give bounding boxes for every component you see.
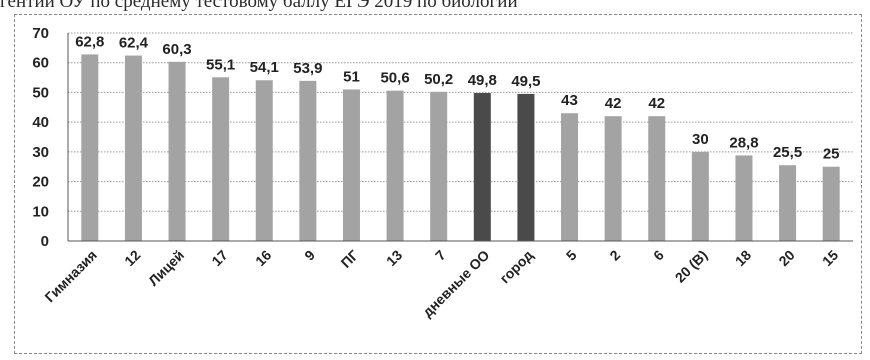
y-tick-label: 0: [41, 233, 49, 250]
data-label: 25,5: [773, 144, 802, 161]
bar[interactable]: [605, 116, 622, 241]
bar[interactable]: [735, 155, 752, 241]
data-label: 55,1: [206, 56, 235, 73]
x-tick-label: 5: [563, 247, 580, 264]
bar[interactable]: [474, 93, 491, 241]
bar[interactable]: [648, 116, 665, 241]
data-label: 50,2: [424, 71, 453, 88]
y-tick-label: 60: [32, 55, 49, 72]
x-tick-label: 20: [775, 247, 797, 269]
data-label: 62,8: [75, 33, 104, 50]
x-tick-label: 6: [650, 247, 667, 264]
bar[interactable]: [430, 92, 447, 241]
bar[interactable]: [212, 77, 229, 241]
x-tick-label: 9: [301, 247, 318, 264]
data-label: 54,1: [250, 59, 279, 76]
data-label: 62,4: [119, 35, 149, 52]
bar[interactable]: [779, 165, 796, 241]
x-tick-label: 17: [208, 247, 230, 269]
bar[interactable]: [561, 113, 578, 241]
y-tick-label: 70: [32, 25, 49, 42]
data-label: 49,5: [511, 73, 540, 90]
bar[interactable]: [125, 56, 142, 241]
x-tick-label: 2: [606, 247, 623, 264]
bar[interactable]: [299, 81, 316, 241]
x-tick-label: 13: [383, 247, 405, 269]
data-label: 49,8: [468, 72, 497, 89]
data-label: 43: [561, 92, 578, 109]
x-tick-label: 16: [252, 247, 274, 269]
data-label: 42: [605, 95, 622, 112]
y-tick-label: 10: [32, 203, 49, 220]
data-label: 60,3: [162, 41, 191, 58]
y-tick-label: 40: [32, 114, 49, 131]
data-label: 42: [648, 95, 665, 112]
bar[interactable]: [256, 80, 273, 241]
x-tick-label: 18: [732, 247, 754, 269]
y-tick-label: 20: [32, 174, 49, 191]
data-label: 30: [692, 131, 709, 148]
bar[interactable]: [823, 167, 840, 241]
data-label: 28,8: [729, 134, 758, 151]
bar[interactable]: [169, 62, 186, 241]
bar[interactable]: [81, 54, 98, 241]
bar[interactable]: [517, 94, 534, 241]
bar[interactable]: [387, 91, 404, 241]
x-tick-label: Лицей: [145, 247, 187, 289]
x-tick-label: 15: [819, 247, 841, 269]
x-tick-label: 20 (В): [672, 247, 711, 286]
x-tick-label: 7: [432, 247, 449, 264]
y-tick-label: 30: [32, 144, 49, 161]
x-tick-label: 12: [121, 247, 143, 269]
data-label: 51: [343, 68, 360, 85]
data-label: 50,6: [380, 70, 409, 87]
data-label: 25: [823, 146, 840, 163]
data-label: 53,9: [293, 60, 322, 77]
x-tick-label: дневные ОО: [419, 247, 492, 320]
x-tick-label: Гимназия: [41, 247, 99, 305]
x-tick-label: ПГ: [338, 247, 362, 271]
x-tick-label: город: [496, 247, 536, 287]
bar[interactable]: [692, 152, 709, 241]
bar[interactable]: [343, 89, 360, 241]
y-tick-label: 50: [32, 84, 49, 101]
